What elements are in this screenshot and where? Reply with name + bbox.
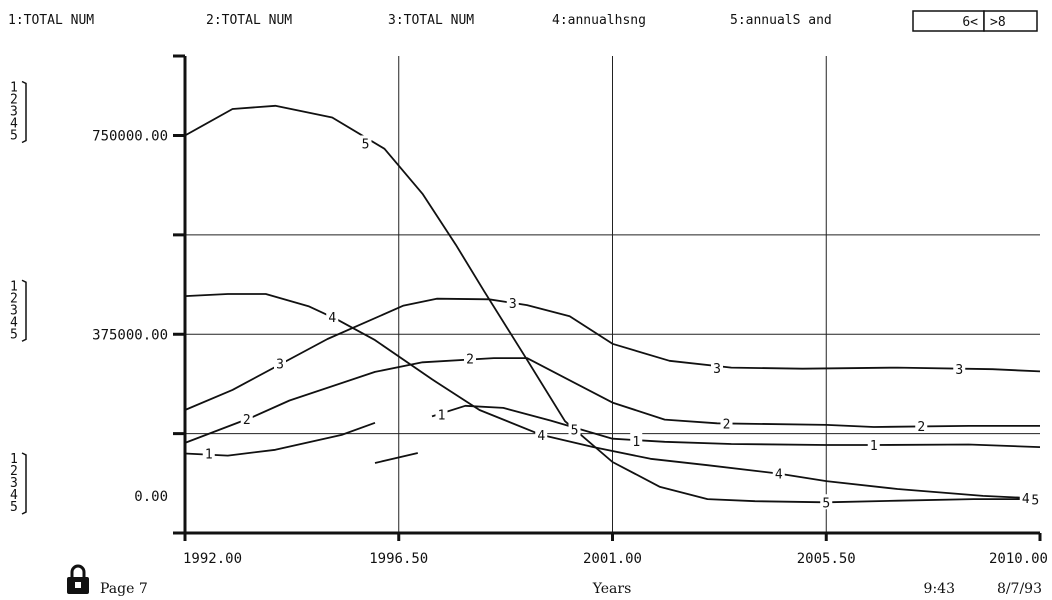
series-1-label: 1 <box>438 408 446 423</box>
series-4-label-bg <box>326 308 339 324</box>
axis-scale-label: 4 <box>10 488 18 503</box>
series-5-label-bg <box>1029 491 1042 507</box>
axis-scale-label: 5 <box>10 500 18 515</box>
series-5-line <box>184 104 1041 504</box>
axis-scale-label: 1 <box>10 81 18 96</box>
series-3-label-bg <box>274 355 286 371</box>
series-1-label-bg <box>202 445 215 461</box>
legend-item-5: 5:annualS and <box>730 13 832 28</box>
axis-scale-bracket <box>21 452 27 515</box>
series-3-label: 3 <box>509 297 517 312</box>
prev-page-button[interactable]: 6< <box>912 10 985 32</box>
legend: 1:TOTAL NUM 2:TOTAL NUM 3:TOTAL NUM 4:an… <box>8 13 832 28</box>
series-4-label-bg <box>772 465 785 481</box>
series-3-label-bg <box>711 360 723 376</box>
series-1-label: 1 <box>205 448 213 463</box>
x-tick-label: 2001.00 <box>583 551 642 567</box>
series-4-label-bg <box>1019 490 1032 506</box>
series-2-label: 2 <box>723 417 731 432</box>
axis-scale-label: 4 <box>10 315 18 330</box>
series-3-label-bg <box>506 294 519 310</box>
grid-lines <box>185 56 1040 533</box>
x-tick-labels: 1992.00 1996.50 2001.00 2005.50 2010.00 <box>183 551 1048 567</box>
series-2-label-bg <box>240 411 253 427</box>
axis-scale-label: 3 <box>10 303 18 318</box>
series-2-line <box>184 357 1040 444</box>
series-1-label: 1 <box>870 439 878 454</box>
legend-item-4: 4:annualhsng <box>552 13 646 28</box>
series-4-label-bg <box>535 426 548 442</box>
axis-scale-label: 3 <box>10 105 18 120</box>
series-5-label: 5 <box>362 137 370 152</box>
y-tick-labels: 0.00 375000.00 750000.00 <box>92 129 168 506</box>
next-page-button[interactable]: >8 <box>983 10 1038 32</box>
legend-item-1: 1:TOTAL NUM <box>8 13 94 28</box>
axis-scale-label: 2 <box>10 464 18 479</box>
series-1-label-bg <box>435 406 448 422</box>
axis-scale-bracket <box>21 80 27 144</box>
series-1-line <box>431 404 1041 448</box>
series-1-label-bg <box>867 437 880 453</box>
axis-scale-label: 4 <box>10 117 18 132</box>
axis-scale-label: 2 <box>10 291 18 306</box>
x-tick-label: 2005.50 <box>797 551 856 567</box>
axis-scale-label: 1 <box>10 452 18 467</box>
series-5-label: 5 <box>571 424 579 439</box>
series-3-label: 3 <box>276 357 284 372</box>
x-tick-label: 2010.00 <box>989 551 1048 567</box>
series-5-label: 5 <box>1031 494 1039 509</box>
x-axis-title: Years <box>592 581 632 597</box>
series-1-line <box>374 452 419 464</box>
series-5-label-bg <box>568 421 581 437</box>
x-tick-label: 1992.00 <box>183 551 242 567</box>
y-tick-label: 0.00 <box>134 489 168 505</box>
footer-time: 9:43 <box>924 581 955 597</box>
series-3-label: 3 <box>713 362 721 377</box>
series-3-label-bg <box>953 361 966 377</box>
axis-scale-label: 2 <box>10 93 18 108</box>
page-label: Page 7 <box>100 581 148 597</box>
series-3-label: 3 <box>955 363 963 378</box>
series-5-label-bg <box>820 494 833 510</box>
series-2-label-bg <box>720 415 733 431</box>
prev-page-label: 6< <box>962 15 978 30</box>
series-2-label: 2 <box>917 420 925 435</box>
series-4-label: 4 <box>328 311 336 326</box>
series-4-label: 4 <box>775 468 783 483</box>
y-tick-label: 375000.00 <box>92 327 168 343</box>
series-5-label-bg <box>359 135 372 151</box>
axis-scale-label: 5 <box>10 129 18 144</box>
series-1-label: 1 <box>632 435 640 450</box>
series-2-label-bg <box>464 350 476 366</box>
series-2-label: 2 <box>243 413 251 428</box>
series-4-label: 4 <box>537 429 545 444</box>
series-2-label-bg <box>915 417 928 433</box>
axes <box>173 54 1042 541</box>
next-page-label: >8 <box>990 15 1006 30</box>
legend-item-3: 3:TOTAL NUM <box>388 13 474 28</box>
series-5-label: 5 <box>822 496 830 511</box>
legend-item-2: 2:TOTAL NUM <box>206 13 292 28</box>
axis-scale-label: 3 <box>10 476 18 491</box>
series-2-label: 2 <box>466 353 474 368</box>
y-tick-label: 750000.00 <box>92 129 168 145</box>
footer-date: 8/7/93 <box>997 581 1042 597</box>
x-tick-label: 1996.50 <box>369 551 428 567</box>
axis-scale-bracket <box>21 279 27 342</box>
axis-scale-label: 1 <box>10 279 18 294</box>
series-4-label: 4 <box>1022 492 1030 507</box>
series-1-label-bg <box>630 432 643 448</box>
lock-icon[interactable] <box>67 564 89 594</box>
axis-scale-label: 5 <box>10 327 18 342</box>
